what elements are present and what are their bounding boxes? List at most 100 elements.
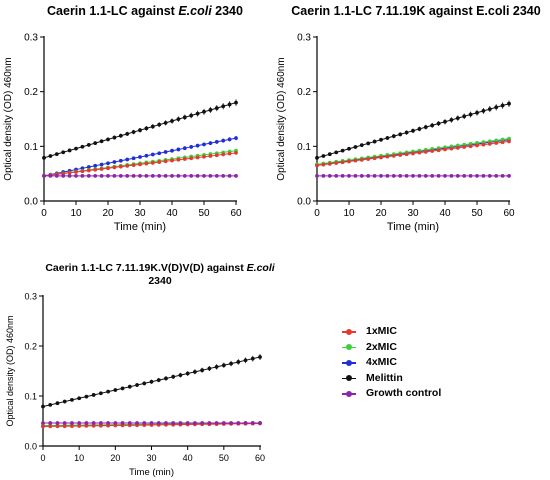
data-point: [200, 368, 205, 373]
legend-marker: [346, 344, 352, 350]
data-point: [138, 162, 142, 167]
data-point: [106, 137, 110, 142]
data-point: [214, 173, 219, 178]
data-point: [417, 127, 422, 131]
data-point: [135, 383, 139, 387]
data-point: [462, 173, 467, 178]
x-tick-label: 50: [198, 208, 210, 219]
data-point: [48, 154, 53, 158]
y-tick-label: 0.3: [24, 292, 37, 302]
data-point: [149, 421, 154, 425]
data-point: [487, 141, 492, 146]
data-point: [359, 143, 364, 148]
data-point: [193, 421, 197, 425]
data-point: [455, 116, 460, 121]
data-point: [55, 424, 60, 429]
data-point: [227, 102, 232, 107]
data-point: [150, 160, 155, 165]
data-point: [411, 173, 415, 178]
data-point: [62, 399, 67, 404]
data-point: [61, 150, 66, 155]
data-point: [243, 421, 248, 425]
data-point: [118, 158, 123, 163]
data-point: [113, 421, 118, 425]
data-point: [462, 145, 467, 149]
x-tick-label: 20: [375, 208, 387, 219]
data-point: [86, 168, 91, 173]
data-point: [150, 152, 155, 157]
data-point: [185, 421, 190, 425]
data-point: [202, 154, 206, 159]
legend-item-2xmic: 2xMIC: [340, 340, 441, 356]
data-point: [98, 391, 103, 396]
legend-item-1xmic: 1xMIC: [340, 324, 441, 340]
data-point: [86, 143, 91, 147]
data-point: [500, 140, 505, 145]
data-point: [398, 173, 403, 178]
data-point: [176, 117, 181, 122]
data-point: [142, 381, 147, 386]
data-point: [164, 376, 168, 381]
legend-label: Melittin: [366, 371, 403, 384]
data-point: [48, 402, 53, 407]
data-point: [131, 156, 136, 161]
data-point: [182, 157, 187, 161]
data-point: [67, 173, 72, 178]
data-point: [200, 421, 205, 425]
data-point: [372, 173, 377, 178]
x-tick-label: 10: [70, 208, 82, 219]
data-point: [91, 393, 96, 397]
data-point: [475, 143, 479, 148]
data-point: [106, 166, 110, 171]
data-point: [106, 421, 110, 425]
data-point: [70, 424, 74, 428]
data-point: [91, 423, 96, 428]
data-point: [41, 421, 45, 425]
data-point: [221, 363, 226, 368]
data-point: [202, 142, 206, 147]
data-point: [125, 164, 130, 168]
data-point: [258, 421, 262, 425]
data-point: [125, 131, 130, 136]
data-point: [93, 163, 98, 168]
data-point: [178, 373, 183, 378]
series-growth-control: [315, 173, 511, 178]
data-point: [150, 124, 155, 129]
x-tick-label: 0: [41, 208, 47, 219]
data-point: [208, 141, 213, 146]
data-point: [144, 161, 149, 166]
data-point: [106, 173, 110, 178]
legend-marker: [346, 328, 352, 335]
data-point: [170, 119, 174, 123]
data-point: [398, 153, 403, 157]
chart-2-title: Caerin 1.1-LC 7.11.19K against E.coli 23…: [282, 4, 550, 18]
data-point: [430, 173, 435, 178]
chart-3-title-suffix: 2340: [148, 275, 172, 287]
data-point: [163, 159, 168, 164]
data-point: [423, 173, 428, 178]
data-point: [234, 136, 238, 141]
data-point: [214, 153, 219, 158]
data-point: [70, 421, 74, 425]
data-point: [481, 142, 486, 147]
legend-label: Growth control: [366, 387, 442, 399]
legend-item-growth-control: Growth control: [340, 386, 441, 402]
data-point: [208, 154, 213, 158]
data-point: [221, 173, 226, 178]
data-point: [182, 146, 187, 151]
data-point: [340, 160, 345, 165]
data-point: [443, 147, 447, 152]
data-point: [61, 173, 66, 178]
data-point: [327, 152, 332, 157]
data-point: [449, 146, 454, 151]
data-point: [436, 121, 441, 126]
y-axis-label: Optical density (OD) 460nm: [5, 315, 15, 426]
data-point: [106, 389, 110, 394]
data-point: [234, 150, 238, 155]
data-point: [366, 157, 371, 161]
data-point: [481, 173, 486, 178]
data-point: [54, 152, 59, 157]
data-point: [411, 151, 415, 156]
data-point: [182, 115, 187, 120]
